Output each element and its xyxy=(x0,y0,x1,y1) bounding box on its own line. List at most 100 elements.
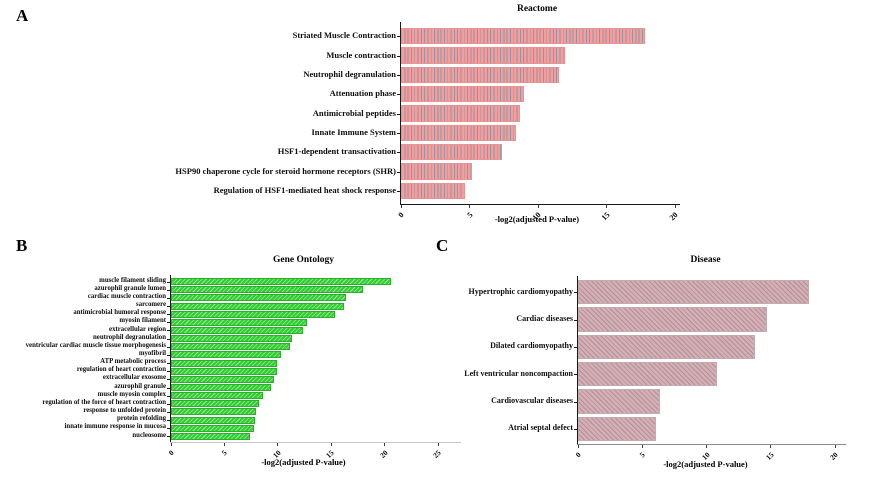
panel-letter-a: A xyxy=(16,6,29,25)
bar xyxy=(578,279,810,305)
y-tick-mark xyxy=(574,374,577,376)
category-label: azurophil granule lumen xyxy=(94,284,166,292)
bar xyxy=(578,334,756,360)
y-tick-mark xyxy=(397,113,400,115)
panel-letter-b: B xyxy=(16,236,28,255)
bar xyxy=(401,124,517,142)
y-tick-mark xyxy=(167,371,170,373)
x-tick-mark xyxy=(330,443,332,446)
category-label: Neutrophil degranulation xyxy=(303,69,396,80)
category-label: innate immune response in mucosa xyxy=(64,423,166,431)
category-label: myofibril xyxy=(138,350,166,358)
bar xyxy=(578,307,767,332)
category-label: cardiac muscle contraction xyxy=(87,292,166,300)
category-label: Left ventricular noncompaction xyxy=(464,368,573,378)
bar xyxy=(171,400,259,408)
category-label: myosin filament xyxy=(119,317,166,325)
y-tick-mark xyxy=(167,363,170,365)
y-tick-mark xyxy=(574,292,577,294)
chart-title-reactome: Reactome xyxy=(516,4,558,14)
y-tick-mark xyxy=(167,387,170,389)
x-tick-mark xyxy=(384,443,386,446)
category-label: HSP90 chaperone cycle for steroid hormon… xyxy=(175,165,396,176)
category-label: Hypertrophic cardiomyopathy xyxy=(468,286,573,296)
bar xyxy=(171,302,345,310)
bar xyxy=(171,286,364,294)
bar xyxy=(171,335,292,343)
category-label: neutrophil degranulation xyxy=(93,333,166,341)
bar xyxy=(171,416,256,424)
category-label: Regulation of HSF1-mediated heat shock r… xyxy=(213,185,396,196)
x-tick-mark xyxy=(170,443,172,446)
category-label: response to unfolded protein xyxy=(83,407,166,415)
y-tick-mark xyxy=(397,36,400,38)
bar xyxy=(171,408,257,416)
x-tick-mark xyxy=(437,443,439,446)
x-axis-line xyxy=(170,442,461,443)
x-tick-mark xyxy=(277,443,279,446)
plot-area-reactome: Striated Muscle Contraction Muscle contra… xyxy=(175,22,680,222)
y-tick-mark xyxy=(167,346,170,348)
category-label: HSF1-dependent transactivation xyxy=(277,146,396,157)
category-label: Attenuation phase xyxy=(329,88,396,99)
bar xyxy=(401,27,645,45)
category-label: Dilated cardiomyopathy xyxy=(490,341,573,351)
x-tick-mark xyxy=(400,205,402,208)
y-tick-mark xyxy=(167,379,170,381)
x-tick-mark xyxy=(223,443,225,446)
category-label: antimicrobial humoral response xyxy=(73,309,166,317)
y-tick-mark xyxy=(167,297,170,299)
plot-area-gene-ontology: muscle filament sliding azurophil granule… xyxy=(26,275,461,460)
x-tick-mark xyxy=(706,445,707,448)
x-tick-mark xyxy=(469,205,470,208)
category-label: nucleosome xyxy=(132,431,166,439)
x-axis-line xyxy=(577,444,846,445)
y-tick-mark xyxy=(167,403,170,405)
category-label: protein refolding xyxy=(116,415,166,423)
category-label: Atrial septal defect xyxy=(508,423,573,433)
y-tick-mark xyxy=(397,132,400,134)
y-tick-mark xyxy=(167,428,170,430)
y-tick-mark xyxy=(397,171,400,173)
bar xyxy=(401,163,473,180)
category-label: muscle myosin complex xyxy=(97,390,166,398)
y-tick-mark xyxy=(167,281,170,283)
category-label: extracellular region xyxy=(109,325,166,333)
x-axis-label-disease: -log2(adjusted P-value) xyxy=(663,459,748,469)
x-axis-label-gene-ontology: -log2(adjusted P-value) xyxy=(261,457,346,467)
x-tick-mark xyxy=(577,445,579,448)
bar xyxy=(171,359,277,367)
y-tick-mark xyxy=(167,306,170,308)
x-tick-mark xyxy=(770,445,772,448)
bar xyxy=(171,392,263,400)
x-tick-mark xyxy=(537,205,539,208)
y-tick-mark xyxy=(167,420,170,422)
x-tick-mark xyxy=(641,445,643,448)
y-tick-mark xyxy=(574,428,577,430)
category-label: muscle filament sliding xyxy=(99,276,166,284)
bar xyxy=(171,432,251,440)
y-tick-mark xyxy=(574,346,577,348)
bar xyxy=(171,310,336,318)
y-tick-mark xyxy=(167,338,170,340)
bar xyxy=(171,294,347,302)
chart-title-disease: Disease xyxy=(690,255,721,265)
x-tick-mark xyxy=(834,445,836,448)
y-tick-mark xyxy=(397,94,400,96)
plot-area-disease: Hypertrophic cardiomyopathy Cardiac disea… xyxy=(464,276,846,462)
bar xyxy=(171,326,304,334)
x-axis-label-reactome: -log2(adjusted P-value) xyxy=(494,214,580,224)
x-tick-mark xyxy=(674,205,676,208)
bar xyxy=(171,424,255,432)
category-label: sarcomere xyxy=(136,301,166,309)
bar xyxy=(578,389,661,414)
bar xyxy=(578,361,717,387)
y-tick-mark xyxy=(167,314,170,316)
bar xyxy=(401,105,521,122)
bar xyxy=(171,318,307,326)
bar xyxy=(171,278,391,286)
y-tick-mark xyxy=(397,74,400,76)
panel-letter-c: C xyxy=(436,236,449,255)
bar xyxy=(401,85,525,103)
